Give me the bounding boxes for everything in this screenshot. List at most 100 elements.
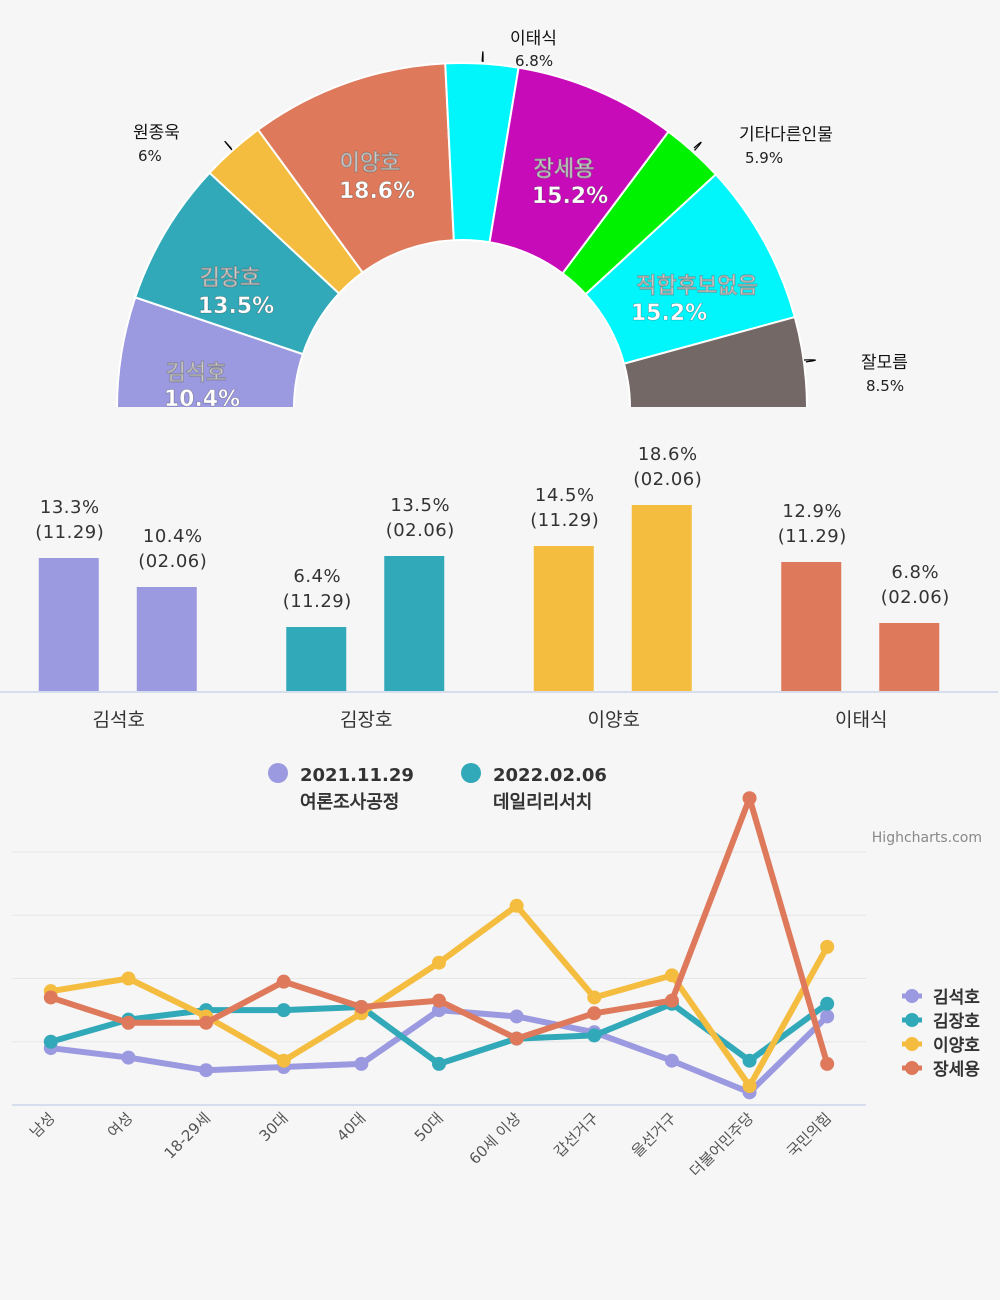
pie-connector [693, 141, 702, 151]
data-point [820, 1056, 835, 1071]
bar-value-label: 6.4% [293, 566, 341, 587]
bar-category-label: 김장호 [340, 709, 392, 731]
data-point [587, 1006, 602, 1021]
pie-slice-name: 이태식 [510, 29, 557, 49]
pie-slice-name: 적합후보없음 [636, 273, 757, 299]
bar [136, 587, 197, 691]
pie-slice-value: 18.6% [339, 179, 415, 204]
data-point [587, 990, 602, 1005]
data-point [509, 1031, 524, 1046]
pie-connector [803, 359, 816, 363]
pie-slice-value: 13.5% [198, 294, 274, 319]
legend-marker [461, 763, 481, 783]
bar-value-label: 12.9% [782, 501, 842, 522]
bar-value-label: 6.8% [891, 562, 939, 583]
legend-marker [905, 1013, 919, 1027]
legend-label: 김장호 [933, 1012, 980, 1032]
pie-connector [224, 140, 233, 151]
data-point [432, 1056, 446, 1071]
data-point [121, 1050, 136, 1065]
bar [286, 627, 347, 691]
legend-label: 이양호 [933, 1036, 980, 1056]
pie-slice-name: 원종욱 [133, 123, 180, 143]
data-point [43, 1034, 58, 1049]
x-tick-label: 여성 [104, 1109, 136, 1141]
pie-slice-name: 이양호 [340, 151, 401, 176]
data-point [820, 1009, 835, 1024]
pie-slice-value: 5.9% [745, 149, 783, 167]
data-point [43, 990, 58, 1005]
pie-slice-name: 기타다른인물 [739, 125, 833, 145]
data-point [432, 955, 446, 970]
pie-slice [622, 315, 808, 407]
data-point [664, 968, 679, 983]
bar-value-label: 10.4% [143, 526, 203, 547]
data-point [820, 939, 835, 954]
bar [533, 546, 594, 691]
x-tick-label: 60세 이상 [466, 1109, 525, 1168]
data-point [276, 1003, 291, 1018]
data-point [820, 996, 835, 1011]
pie-slice-value: 15.2% [631, 301, 707, 326]
data-point [509, 1009, 524, 1024]
data-point [509, 898, 524, 913]
x-tick-label: 18-29세 [161, 1109, 214, 1162]
legend-label: 김석호 [933, 988, 980, 1008]
bar [384, 556, 445, 691]
x-tick-label: 30대 [256, 1109, 292, 1145]
x-tick-label: 을선거구 [628, 1109, 680, 1161]
pie-slice-value: 8.5% [866, 377, 904, 395]
legend-label: 장세용 [933, 1060, 980, 1080]
bar-chart: 13.3% (11.29) 10.4% (02.06) 김석호 6.4% (11.29) 13… [0, 444, 998, 813]
data-point [664, 993, 679, 1008]
series-line [47, 795, 831, 1067]
x-tick-label: 더불어민주당 [686, 1109, 757, 1180]
data-point [432, 993, 446, 1008]
legend-marker [268, 763, 288, 783]
highcharts-credit[interactable]: Highcharts.com [872, 830, 982, 846]
data-point [121, 971, 136, 986]
data-point [742, 791, 757, 806]
bar [631, 505, 692, 691]
x-tick-label: 갑선거구 [550, 1109, 602, 1161]
x-tick-label: 50대 [411, 1109, 447, 1145]
bar-date-label: (11.29) [530, 510, 599, 531]
pie-slice-value: 6% [138, 147, 162, 165]
data-point [587, 1028, 602, 1043]
data-point [199, 1063, 214, 1078]
bar-date-label: (02.06) [633, 469, 702, 490]
bar-value-label: 13.5% [390, 495, 450, 516]
pie-slices [116, 62, 808, 407]
data-point [354, 999, 369, 1014]
bar-value-label: 13.3% [40, 497, 100, 518]
data-point [354, 1056, 369, 1071]
legend-marker [905, 1061, 919, 1075]
data-point [276, 1053, 291, 1068]
data-point [664, 1053, 679, 1068]
legend-marker [905, 1037, 919, 1051]
x-tick-label: 국민의힘 [783, 1109, 835, 1161]
bar-category-label: 김석호 [93, 709, 145, 731]
legend-sublabel: 여론조사공정 [300, 792, 399, 813]
legend-marker [905, 989, 919, 1003]
x-tick-label: 남성 [26, 1109, 58, 1141]
pie-slice-value: 15.2% [532, 184, 608, 209]
bar-date-label: (11.29) [35, 522, 104, 543]
bar-value-label: 14.5% [535, 485, 595, 506]
pie-slice-name: 장세용 [534, 157, 595, 182]
pie-slice-name: 김장호 [200, 266, 261, 291]
bar [781, 562, 842, 691]
bar-date-label: (11.29) [283, 591, 352, 612]
bar-category-label: 이태식 [835, 709, 887, 731]
data-point [199, 1015, 214, 1030]
line-chart: 남성 여성 18-29세 30대 40대 50대 60세 이상 갑선거구 을선거구 더불어민주당 국… [12, 791, 980, 1180]
bar [879, 623, 940, 691]
pie-slice-value: 10.4% [164, 387, 240, 412]
legend-sublabel: 데일리리서치 [493, 792, 592, 813]
data-point [121, 1015, 136, 1030]
pie-connector [481, 51, 484, 63]
bar-category-label: 이양호 [588, 709, 640, 731]
legend-label: 2022.02.06 [493, 765, 607, 786]
